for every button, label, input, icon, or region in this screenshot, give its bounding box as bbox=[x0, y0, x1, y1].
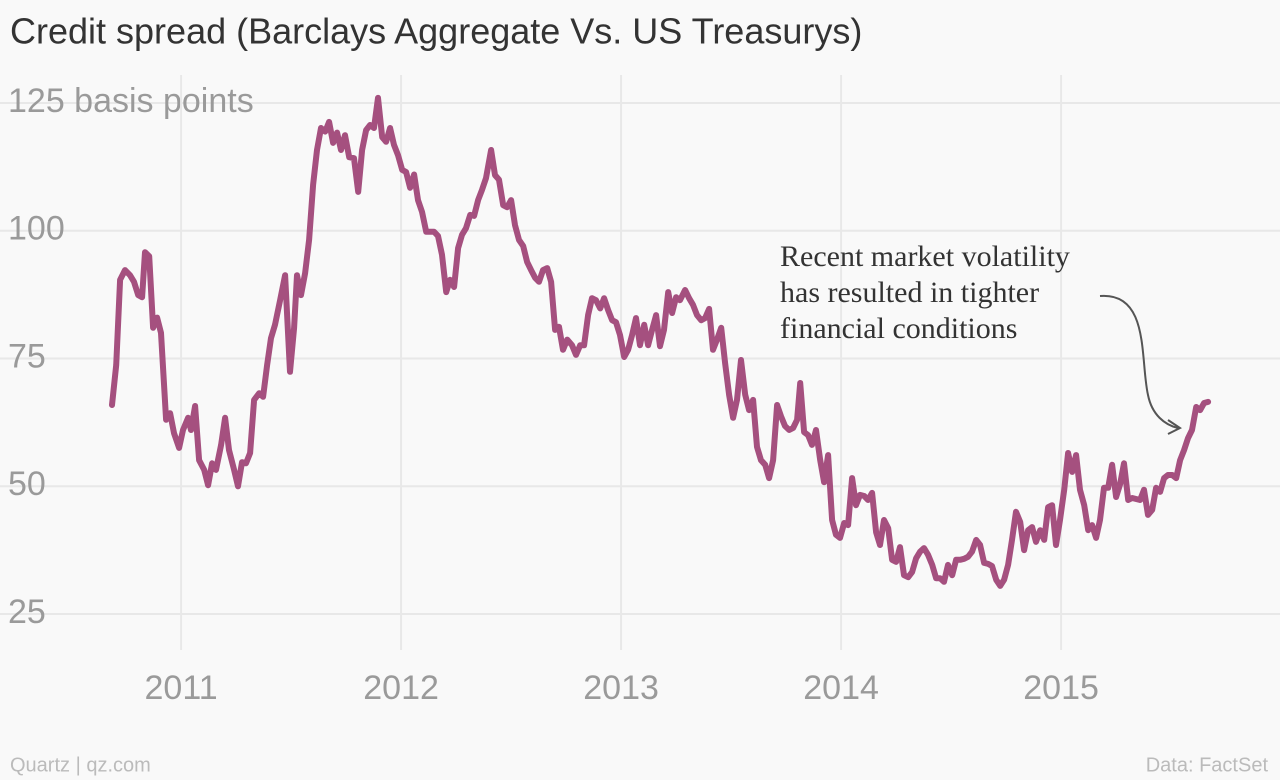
annotation-line: has resulted in tighter bbox=[780, 276, 1039, 309]
y-tick-label: 25 bbox=[8, 593, 46, 631]
x-tick-label: 2015 bbox=[1023, 669, 1099, 707]
source: Data: FactSet bbox=[1146, 754, 1269, 776]
chart-title: Credit spread (Barclays Aggregate Vs. US… bbox=[10, 11, 862, 52]
annotation-line: financial conditions bbox=[780, 312, 1017, 345]
x-tick-label: 2012 bbox=[363, 669, 439, 707]
x-tick-label: 2014 bbox=[803, 669, 879, 707]
arrow-head bbox=[1167, 419, 1182, 435]
annotation-arrow bbox=[1099, 294, 1179, 429]
line bbox=[109, 94, 1212, 589]
annotation: Recent market volatility has resulted in… bbox=[780, 240, 1070, 345]
annotation-line: Recent market volatility bbox=[780, 240, 1070, 273]
plot bbox=[109, 94, 1212, 589]
y-tick-label: 100 bbox=[8, 210, 65, 248]
y-tick-label: 75 bbox=[8, 337, 46, 375]
credit: Quartz | qz.com bbox=[10, 754, 151, 776]
x-tick-label: 2011 bbox=[145, 669, 218, 707]
y-tick-label: 125 basis points bbox=[8, 82, 254, 120]
x-tick-label: 2013 bbox=[583, 669, 659, 707]
grid: 125 basis points 100 75 50 25 2011 2012 2013 201… bbox=[0, 75, 1280, 707]
y-tick-label: 50 bbox=[8, 465, 46, 503]
